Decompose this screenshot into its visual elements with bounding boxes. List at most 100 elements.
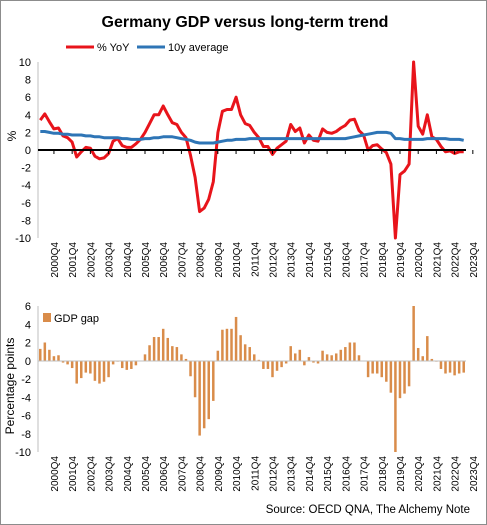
top-legend: % YoY 10y average bbox=[66, 42, 229, 54]
bottom-y-tick-label: -6 bbox=[21, 411, 31, 423]
gdp-gap-bar bbox=[453, 360, 456, 376]
series-line-10y-average bbox=[40, 130, 464, 145]
top-y-tick-label: -2 bbox=[21, 163, 31, 175]
gdp-gap-bar bbox=[330, 355, 333, 361]
gdp-gap-bar bbox=[80, 360, 83, 379]
bottom-plot-area bbox=[39, 306, 465, 452]
gdp-gap-bar bbox=[180, 354, 183, 361]
bottom-y-tick-label: -4 bbox=[21, 392, 31, 404]
top-y-tick-label: -6 bbox=[21, 198, 31, 210]
gdp-gap-bar bbox=[111, 360, 115, 365]
gdp-gap-bar bbox=[316, 360, 320, 364]
gdp-gap-bar bbox=[421, 356, 424, 361]
gdp-gap-bar bbox=[221, 329, 224, 361]
bottom-y-axis-title: Percentage points bbox=[3, 338, 17, 435]
bottom-x-tick-label: 2005Q4 bbox=[141, 456, 152, 492]
top-x-tick-label: 2020Q4 bbox=[414, 242, 425, 278]
bottom-y-tick-label: 0 bbox=[25, 356, 31, 368]
top-x-tick-label: 2004Q4 bbox=[123, 242, 134, 278]
gdp-gap-bar bbox=[407, 360, 411, 387]
legend-label-yoy: % YoY bbox=[97, 42, 130, 54]
bottom-x-tick-label: 2019Q4 bbox=[396, 456, 407, 492]
gdp-gap-bar bbox=[202, 360, 206, 429]
top-y-tick-label: 2 bbox=[25, 127, 31, 139]
gdp-gap-bar bbox=[148, 345, 151, 361]
top-x-tick-label: 2005Q4 bbox=[141, 242, 152, 278]
bottom-x-tick-label: 2013Q4 bbox=[287, 456, 298, 492]
chart-title: Germany GDP versus long-term trend bbox=[102, 14, 389, 31]
gdp-gap-bar bbox=[102, 360, 106, 382]
gdp-gap-bar bbox=[462, 360, 465, 373]
bottom-y-tick-label: 2 bbox=[25, 338, 31, 350]
top-x-tick-label: 2000Q4 bbox=[50, 242, 61, 278]
bottom-x-tick-label: 2010Q4 bbox=[232, 456, 243, 492]
legend-swatch-gdp-gap bbox=[43, 313, 51, 322]
gdp-gap-bar bbox=[353, 342, 356, 361]
bottom-x-tick-label: 2000Q4 bbox=[50, 456, 61, 492]
gdp-gap-bar bbox=[266, 360, 270, 369]
gdp-gap-bar bbox=[143, 354, 147, 361]
bottom-y-axis-ticks: -10 -8 -6 -4 -2 0 2 4 6 bbox=[15, 301, 31, 459]
gdp-gap-bar bbox=[294, 353, 297, 361]
gdp-gap-bar bbox=[84, 360, 88, 373]
top-x-tick-label: 2001Q4 bbox=[68, 242, 79, 278]
bottom-y-tick-label: -10 bbox=[15, 447, 31, 459]
gdp-gap-bar bbox=[307, 357, 311, 361]
top-x-tick-label: 2017Q4 bbox=[360, 242, 371, 278]
top-x-axis-ticks: 2000Q4 2001Q4 2002Q4 2003Q4 2004Q4 2005Q4 2006… bbox=[50, 150, 480, 278]
top-x-tick-label: 2010Q4 bbox=[232, 242, 243, 278]
top-x-tick-label: 2007Q4 bbox=[177, 242, 188, 278]
top-x-tick-label: 2016Q4 bbox=[341, 242, 352, 278]
gdp-gap-bar bbox=[439, 360, 443, 369]
gdp-gap-bar bbox=[344, 347, 347, 361]
bottom-x-tick-label: 2023Q4 bbox=[469, 456, 480, 492]
gdp-gap-bar bbox=[198, 360, 201, 436]
bottom-x-tick-label: 2016Q4 bbox=[341, 456, 352, 492]
top-y-tick-label: 4 bbox=[25, 110, 31, 122]
gdp-gap-bar bbox=[239, 335, 242, 361]
bottom-x-tick-label: 2018Q4 bbox=[378, 456, 389, 492]
bottom-x-tick-label: 2020Q4 bbox=[414, 456, 425, 492]
gdp-gap-bar bbox=[298, 349, 302, 361]
bottom-x-tick-label: 2004Q4 bbox=[123, 456, 134, 492]
top-y-tick-label: 0 bbox=[25, 145, 31, 157]
top-y-tick-label: 8 bbox=[25, 75, 31, 87]
gdp-gap-bar bbox=[130, 360, 133, 369]
top-plot-area bbox=[39, 60, 464, 240]
gdp-gap-bar bbox=[107, 360, 110, 378]
gdp-gap-bar bbox=[161, 328, 165, 361]
top-x-tick-label: 2021Q4 bbox=[432, 242, 443, 278]
gdp-gap-bar bbox=[253, 354, 256, 361]
gdp-gap-bar bbox=[125, 360, 129, 370]
gdp-gap-bar bbox=[339, 349, 343, 361]
gdp-gap-bar bbox=[248, 347, 251, 361]
top-x-tick-label: 2009Q4 bbox=[214, 242, 225, 278]
gdp-gap-bar bbox=[52, 356, 56, 361]
gdp-gap-bar bbox=[321, 350, 324, 361]
top-x-tick-label: 2008Q4 bbox=[196, 242, 207, 278]
gdp-gap-bar bbox=[430, 358, 434, 361]
gdp-gap-bar bbox=[289, 346, 292, 361]
bottom-x-tick-label: 2022Q4 bbox=[451, 456, 462, 492]
top-x-tick-label: 2019Q4 bbox=[396, 242, 407, 278]
gdp-gap-bar bbox=[403, 360, 406, 394]
bottom-legend: GDP gap bbox=[43, 313, 99, 325]
top-x-tick-label: 2014Q4 bbox=[305, 242, 316, 278]
top-y-axis-title: % bbox=[5, 130, 19, 141]
gdp-gap-bar bbox=[366, 360, 370, 378]
legend-label-gdp-gap: GDP gap bbox=[54, 313, 99, 325]
gdp-gap-bar bbox=[426, 336, 429, 361]
gdp-gap-bar bbox=[271, 360, 274, 378]
top-y-tick-label: 6 bbox=[25, 92, 31, 104]
gdp-gap-bar bbox=[134, 360, 138, 366]
gdp-gap-bar bbox=[412, 306, 415, 361]
gdp-gap-bar bbox=[157, 337, 160, 361]
bottom-x-tick-label: 2002Q4 bbox=[86, 456, 97, 492]
top-x-tick-label: 2013Q4 bbox=[287, 242, 298, 278]
bottom-y-tick-label: 6 bbox=[25, 301, 31, 313]
gdp-gap-bar bbox=[93, 360, 97, 381]
top-x-tick-label: 2023Q4 bbox=[469, 242, 480, 278]
gdp-gap-bar bbox=[385, 360, 388, 382]
gdp-gap-bar bbox=[416, 347, 420, 361]
